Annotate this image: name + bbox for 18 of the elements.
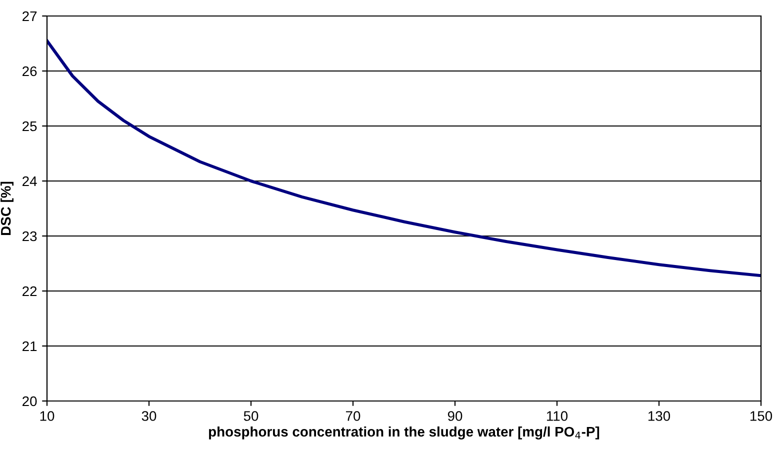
x-tick-label: 70 bbox=[346, 411, 360, 421]
x-tick-label: 10 bbox=[40, 411, 54, 421]
x-tick-label: 150 bbox=[750, 411, 772, 421]
y-tick-label: 22 bbox=[22, 286, 37, 296]
x-axis-title: phosphorus concentration in the sludge water [mg/l PO$_{4}$-P] bbox=[209, 426, 600, 440]
y-tick-label: 23 bbox=[22, 231, 37, 242]
y-tick-label: 21 bbox=[22, 341, 37, 352]
x-tick-label: 130 bbox=[648, 411, 670, 421]
y-tick-label: 27 bbox=[22, 11, 37, 22]
y-tick-label: 20 bbox=[22, 396, 37, 406]
x-tick-label: 50 bbox=[244, 411, 258, 421]
y-tick-label: 24 bbox=[22, 176, 37, 186]
y-axis-title: DSC [%] bbox=[0, 182, 14, 235]
y-tick-label: 26 bbox=[22, 66, 37, 76]
y-tick-label: 25 bbox=[22, 121, 37, 132]
x-tick-label: 110 bbox=[546, 411, 568, 421]
x-tick-label: 30 bbox=[142, 411, 156, 421]
x-tick-label: 90 bbox=[448, 411, 462, 421]
